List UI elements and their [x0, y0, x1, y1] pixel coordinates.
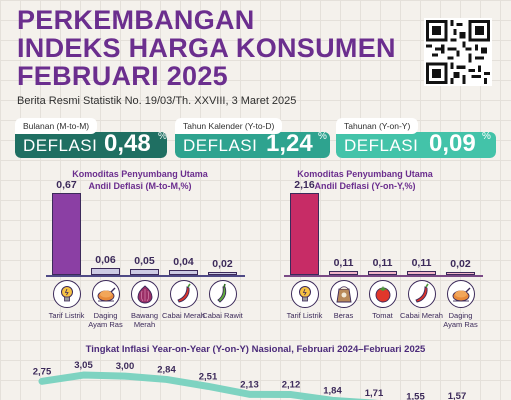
red-chili-icon [169, 280, 198, 308]
line-point-label: 3,05 [74, 360, 93, 371]
line-chart-title: Tingkat Inflasi Year-on-Year (Y-on-Y) Na… [85, 344, 426, 355]
card-yoy-unit: % [482, 131, 491, 142]
yoy-bar-value-label: 0,11 [411, 257, 432, 269]
yoy-chart-title: Komoditas Penyumbang Utama Andil Deflasi… [265, 168, 465, 192]
card-monthly-body [15, 132, 167, 158]
card-ytd-body [175, 132, 330, 158]
yoy-category-label: Tomat [372, 311, 393, 320]
onion-icon [130, 280, 159, 308]
yoy-inflation-line-chart: 2,75 3,05 3,00 2,84 2,51 2,13 2,12 1,84 1,71 1,55… [33, 360, 467, 400]
mtm-category-label: Cabai Merah [162, 311, 205, 320]
line-point-label: 2,13 [240, 379, 259, 390]
card-ytd: Tahun Kalender (Y-to-D) DEFLASI 1,24 % [175, 118, 330, 158]
mtm-bar-value-label: 0,02 [212, 258, 233, 270]
yoy-category-label: Daging Ayam Ras [443, 311, 478, 329]
card-monthly-value: 0,48 [104, 130, 151, 157]
title-line-3: FEBRUARI 2025 [17, 61, 228, 91]
yoy-category-label: Tarif Listrik [286, 311, 323, 320]
mtm-title-line-2: Andil Deflasi (M-to-M,%) [88, 181, 192, 191]
line-point-label: 2,12 [282, 380, 301, 391]
red-chili-icon [407, 280, 436, 308]
card-yoy-body [336, 132, 496, 158]
tomato-icon [368, 280, 397, 308]
yoy-bar [368, 271, 397, 275]
rice-sack-icon [329, 280, 358, 308]
lightbulb-icon [290, 280, 319, 308]
mtm-bar-value-label: 0,06 [95, 254, 116, 266]
mtm-title-line-1: Komoditas Penyumbang Utama [72, 169, 208, 179]
mtm-category-label: Cabai Rawit [202, 311, 243, 320]
mtm-chart-title: Komoditas Penyumbang Utama Andil Deflasi… [40, 168, 240, 192]
card-monthly-label: DEFLASI [23, 136, 98, 155]
card-monthly: Bulanan (M-to-M) DEFLASI 0,48 % [15, 118, 167, 158]
line-point-label: 2,75 [33, 366, 52, 377]
line-point-label: 1,84 [323, 385, 342, 396]
yoy-bar [329, 271, 358, 275]
mtm-bar-value-label: 0,04 [173, 256, 194, 268]
yoy-inflation-line [38, 371, 379, 400]
card-yoy-tab: Tahunan (Y-on-Y) [336, 118, 419, 134]
mtm-bar [91, 268, 120, 275]
card-monthly-unit: % [158, 131, 167, 142]
yoy-baseline [284, 275, 483, 277]
yoy-bar-value-label: 0,02 [450, 258, 471, 270]
mtm-bar [130, 269, 159, 275]
yoy-bar-value-label: 0,11 [333, 257, 354, 269]
lightbulb-icon [52, 280, 81, 308]
line-point-label: 2,51 [199, 371, 218, 382]
mtm-baseline [46, 275, 245, 277]
card-yoy-label: DEFLASI [344, 136, 419, 155]
card-ytd-unit: % [318, 131, 327, 142]
card-monthly-tab: Bulanan (M-to-M) [15, 118, 98, 134]
main-title: PERKEMBANGAN INDEKS HARGA KONSUMEN FEBRU… [17, 6, 417, 90]
mtm-category-label: Tarif Listrik [48, 311, 85, 320]
mtm-bar-value-label: 0,67 [56, 179, 77, 191]
yoy-bar [407, 271, 436, 275]
mtm-category-label: Daging Ayam Ras [88, 311, 123, 329]
mtm-category-label: Bawang Merah [130, 311, 159, 329]
mtm-bar [208, 272, 237, 275]
subtitle: Berita Resmi Statistik No. 19/03/Th. XXV… [17, 95, 297, 107]
yoy-bar-value-label: 2,16 [294, 179, 315, 191]
line-point-label: 3,00 [116, 361, 135, 372]
line-point-label: 1,55 [406, 391, 425, 400]
roast-chicken-icon [91, 280, 120, 308]
yoy-title-line-1: Komoditas Penyumbang Utama [297, 169, 433, 179]
card-yoy-value: 0,09 [429, 130, 476, 157]
yoy-category-label: Cabai Merah [400, 311, 443, 320]
mtm-bar [169, 270, 198, 275]
mtm-bar-value-label: 0,05 [134, 255, 155, 267]
qr-code-icon[interactable] [424, 18, 492, 86]
line-point-label: 1,71 [365, 388, 384, 399]
title-line-2: INDEKS HARGA KONSUMEN [17, 33, 396, 63]
card-yoy: Tahunan (Y-on-Y) DEFLASI 0,09 % [336, 118, 496, 158]
yoy-bar [446, 272, 475, 275]
yoy-title-line-2: Andil Deflasi (Y-on-Y,%) [314, 181, 416, 191]
card-ytd-value: 1,24 [266, 130, 313, 157]
roast-chicken-icon [446, 280, 475, 308]
card-ytd-label: DEFLASI [183, 136, 258, 155]
yoy-bar-value-label: 0,11 [372, 257, 393, 269]
yoy-bar [290, 193, 319, 275]
mtm-bar [52, 193, 81, 275]
green-chili-icon [208, 280, 237, 308]
line-point-label: 2,84 [157, 364, 176, 375]
card-ytd-tab: Tahun Kalender (Y-to-D) [175, 118, 283, 134]
title-line-1: PERKEMBANGAN [17, 5, 255, 35]
yoy-category-label: Beras [333, 311, 354, 320]
line-point-label: 1,57 [448, 391, 467, 400]
